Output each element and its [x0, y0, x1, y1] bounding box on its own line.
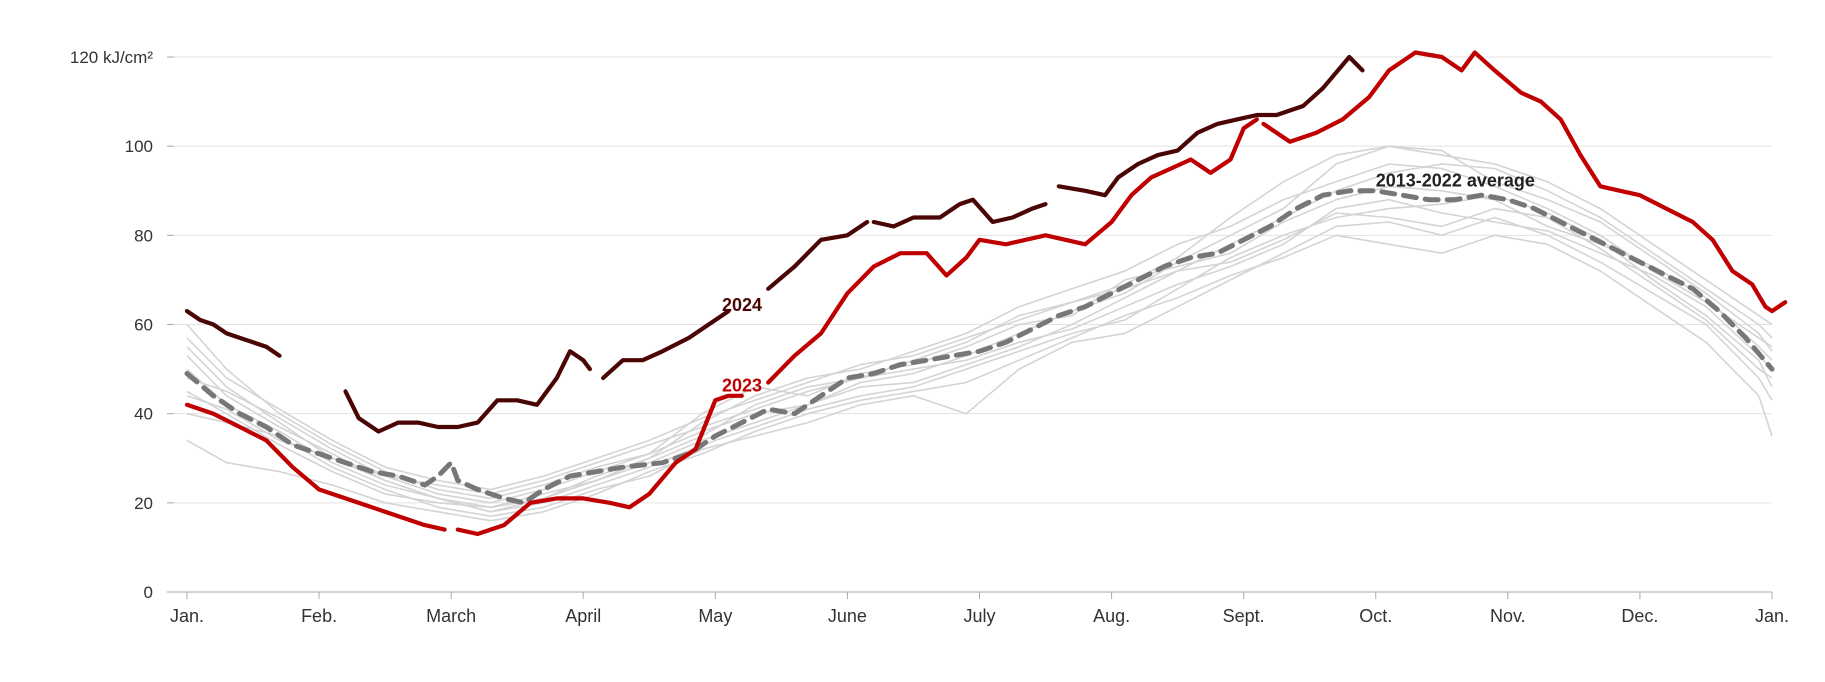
past-year-line: [186, 185, 1773, 504]
line-2023: [184, 402, 447, 532]
line-2023: [766, 117, 1259, 385]
line-2024: [766, 219, 870, 291]
ytick-label: 20: [134, 494, 153, 513]
xtick-label: Dec.: [1621, 606, 1658, 626]
past-year-line: [186, 234, 1773, 522]
ytick-label: 80: [134, 226, 153, 245]
xtick-label: May: [698, 606, 732, 626]
average-line-group: [184, 188, 1775, 506]
past-year-line: [186, 198, 1773, 495]
xtick-label: Aug.: [1093, 606, 1130, 626]
x-axis-ticks: Jan. Feb. March April May June July Aug. Sept. Oc…: [170, 606, 1789, 626]
average-line: [184, 188, 1775, 506]
xtick-label: Oct.: [1359, 606, 1392, 626]
line-2023: [1261, 50, 1788, 314]
xtick-label: Nov.: [1490, 606, 1526, 626]
xtick-label: Jan.: [1755, 606, 1789, 626]
xtick-label: Jan.: [170, 606, 204, 626]
line-2024: [184, 309, 282, 358]
xtick-label: Sept.: [1223, 606, 1265, 626]
xtick-label: Feb.: [301, 606, 337, 626]
past-year-line: [186, 216, 1773, 517]
line-2024: [343, 349, 592, 434]
xtick-label: April: [565, 606, 601, 626]
line-2023: [455, 393, 744, 537]
ytick-label: 60: [134, 316, 153, 335]
highlight-lines: [184, 50, 1788, 537]
past-year-line: [186, 145, 1773, 491]
ytick-label: 0: [144, 583, 153, 602]
past-years-lines: [186, 145, 1773, 522]
annotation-2024: 2024: [722, 295, 762, 315]
ytick-label: 120 kJ/cm²: [70, 48, 153, 67]
y-axis-ticks: 0 20 40 60 80 100 120 kJ/cm²: [70, 48, 153, 602]
past-year-line: [186, 163, 1773, 513]
line-2024: [871, 197, 1048, 229]
ytick-label: 40: [134, 405, 153, 424]
xtick-label: June: [828, 606, 867, 626]
series-annotations: 2024 2023 2013-2022 average: [722, 170, 1535, 395]
line-2024: [1056, 54, 1365, 198]
line-2024: [601, 309, 731, 381]
annotation-2023: 2023: [722, 375, 762, 395]
xtick-label: March: [426, 606, 476, 626]
past-year-line: [186, 145, 1773, 500]
xtick-label: July: [963, 606, 995, 626]
annotation-2013-2022-average: 2013-2022 average: [1376, 170, 1535, 190]
past-year-line: [186, 207, 1773, 509]
ytick-label: 100: [125, 137, 153, 156]
